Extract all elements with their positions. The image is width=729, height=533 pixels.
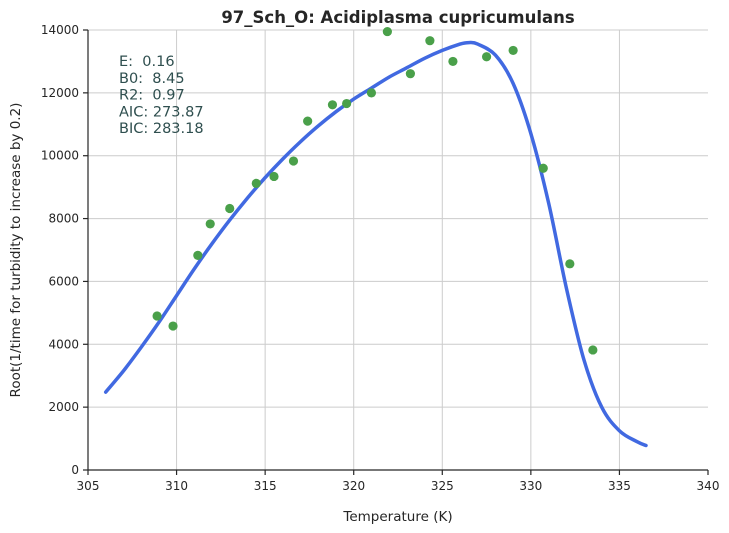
x-tick-label-0: 305 xyxy=(77,479,100,493)
data-point-7 xyxy=(288,156,299,166)
y-tick-label-6: 12000 xyxy=(41,86,79,100)
x-tick-label-2: 315 xyxy=(254,479,277,493)
stat-line-1: B0: 8.45 xyxy=(119,71,185,87)
data-point-10 xyxy=(342,98,352,109)
data-point-19 xyxy=(565,259,575,269)
data-point-5 xyxy=(251,178,261,188)
data-point-12 xyxy=(382,26,392,37)
y-ticks: 0 2000 4000 6000 8000 10000 12000 14000 xyxy=(41,23,88,477)
data-point-8 xyxy=(303,116,313,126)
data-point-1 xyxy=(168,321,178,331)
x-tick-label-3: 320 xyxy=(342,479,365,493)
data-point-16 xyxy=(481,52,492,62)
x-axis-label: Temperature (K) xyxy=(342,509,452,525)
y-tick-label-2: 4000 xyxy=(48,337,79,351)
fit-curve-group xyxy=(103,40,648,448)
x-tick-label-5: 330 xyxy=(519,479,542,493)
data-point-6 xyxy=(269,171,279,182)
x-ticks: 305 310 315 320 325 330 335 340 xyxy=(77,470,720,493)
fit-curve xyxy=(103,40,648,448)
y-tick-label-5: 10000 xyxy=(41,149,79,163)
data-point-18 xyxy=(538,163,548,173)
stat-line-3: AIC: 273.87 xyxy=(119,104,204,120)
stat-line-4: BIC: 283.18 xyxy=(119,121,204,137)
chart-title: 97_Sch_O: Acidiplasma cupricumulans xyxy=(221,8,575,27)
data-point-13 xyxy=(405,69,415,79)
stat-line-2: R2: 0.97 xyxy=(119,88,185,104)
y-tick-label-4: 8000 xyxy=(48,212,79,226)
x-tick-label-6: 335 xyxy=(608,479,631,493)
x-tick-label-4: 325 xyxy=(431,479,454,493)
y-tick-label-3: 6000 xyxy=(48,274,79,288)
data-point-11 xyxy=(366,88,377,98)
data-point-4 xyxy=(225,203,235,214)
stat-line-0: E: 0.16 xyxy=(119,54,175,70)
grid-lines xyxy=(88,29,708,470)
y-tick-label-1: 2000 xyxy=(48,400,79,414)
axes xyxy=(87,30,708,471)
data-point-14 xyxy=(425,36,435,46)
data-point-3 xyxy=(205,219,215,229)
data-point-17 xyxy=(508,45,518,56)
data-points xyxy=(152,26,598,355)
y-tick-label-0: 0 xyxy=(71,463,79,477)
data-point-15 xyxy=(448,56,458,67)
y-tick-label-7: 14000 xyxy=(41,23,79,37)
data-point-2 xyxy=(193,250,203,260)
x-tick-label-7: 340 xyxy=(697,479,720,493)
data-point-20 xyxy=(588,345,598,355)
data-point-0 xyxy=(152,311,162,321)
y-axis-label: Root(1/time for turbidity to increase by… xyxy=(8,103,24,398)
x-tick-label-1: 310 xyxy=(165,479,188,493)
data-point-9 xyxy=(327,100,338,110)
